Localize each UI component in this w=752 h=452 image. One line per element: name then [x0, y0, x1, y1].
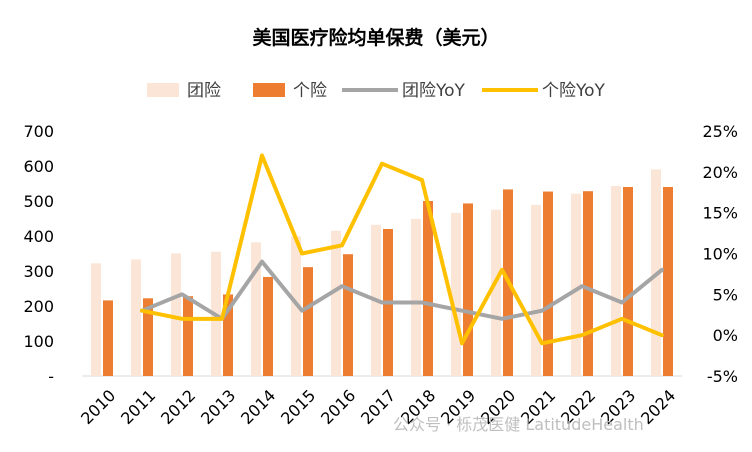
y-right-tick-label: 0%: [713, 326, 738, 345]
x-tick-label: 2011: [117, 386, 159, 428]
bar-团险-2014: [251, 242, 261, 376]
bar-个险-2021: [543, 191, 553, 376]
legend-label: 个险: [293, 81, 327, 101]
x-tick-label: 2015: [277, 386, 319, 428]
bar-个险-2018: [423, 201, 433, 376]
bar-个险-2022: [583, 191, 593, 376]
y-right-tick-label: -5%: [707, 367, 738, 386]
y-right-tick-label: 10%: [702, 245, 738, 264]
legend-item-团险: 团险: [147, 81, 221, 101]
line-个险YoY: [140, 153, 664, 346]
bar-团险-2020: [491, 209, 501, 376]
bar-团险-2011: [131, 259, 141, 376]
bar-团险-2022: [571, 193, 581, 376]
y-left-tick-label: 400: [23, 227, 54, 246]
y-left-tick-label: 300: [23, 262, 54, 281]
legend-item-团险YoY: 团险YoY: [342, 81, 466, 101]
legend: 团险 个险 团险YoY 个险YoY: [147, 81, 606, 101]
bar-团险-2018: [411, 218, 421, 376]
y-left-tick-label: 100: [23, 332, 54, 351]
y-left-tick-label: -: [48, 367, 54, 386]
bar-团险-2019: [451, 212, 461, 376]
x-tick-label: 2016: [317, 386, 359, 428]
bar-个险-2011: [143, 298, 153, 376]
line-团险YoY: [140, 259, 664, 321]
bar-团险-2021: [531, 204, 541, 376]
legend-item-个险YoY: 个险YoY: [482, 81, 606, 101]
bar-个险-2024: [663, 187, 673, 376]
bar-个险-2023: [623, 187, 633, 376]
bar-个险-2010: [103, 300, 113, 376]
bar-个险-2012: [183, 296, 193, 376]
bar-个险-2013: [223, 294, 233, 376]
x-tick-label: 2014: [237, 386, 279, 428]
legend-swatch: [147, 83, 179, 97]
bar-团险-2016: [331, 230, 341, 376]
x-tick-label: 2010: [77, 386, 119, 428]
legend-item-个险: 个险: [253, 81, 327, 101]
bar-个险-2015: [303, 267, 313, 376]
legend-label: 个险YoY: [542, 81, 606, 101]
y-right-tick-label: 15%: [702, 204, 738, 223]
x-tick-label: 2012: [157, 386, 199, 428]
x-tick-label: 2013: [197, 386, 239, 428]
lines: [140, 153, 664, 346]
y-right-tick-label: 5%: [713, 285, 738, 304]
bars: [91, 169, 673, 376]
bar-个险-2019: [463, 203, 473, 376]
legend-label: 团险: [187, 81, 221, 101]
y-left-tick-label: 700: [23, 122, 54, 141]
watermark: 公众号 · 栎茂医健 LatitudeHealth: [393, 415, 644, 434]
chart-title: 美国医疗险均单保费（美元）: [252, 26, 499, 49]
bar-团险-2023: [611, 185, 621, 376]
y-right-tick-label: 20%: [702, 163, 738, 182]
bar-个险-2016: [343, 254, 353, 376]
y-left-tick-label: 500: [23, 192, 54, 211]
bar-个险-2014: [263, 276, 273, 376]
y-right-tick-label: 25%: [702, 122, 738, 141]
legend-swatch: [253, 83, 285, 97]
bar-团险-2012: [171, 253, 181, 376]
bar-团险-2010: [91, 263, 101, 376]
y-left-tick-label: 600: [23, 157, 54, 176]
y-left-tick-label: 200: [23, 297, 54, 316]
legend-label: 团险YoY: [402, 81, 466, 101]
